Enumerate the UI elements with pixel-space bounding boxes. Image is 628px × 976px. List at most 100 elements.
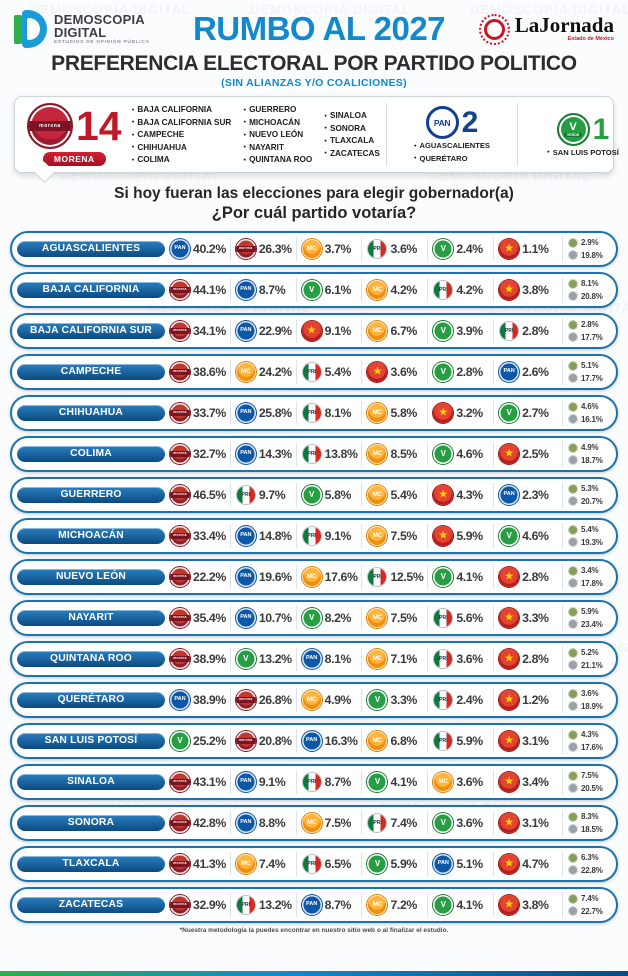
party-result: MC 5.8% bbox=[361, 401, 427, 425]
ninguno-percentage: 22.8% bbox=[581, 865, 603, 875]
minor-results: 4.6% 16.1% bbox=[562, 400, 609, 426]
party-percentage: 4.1% bbox=[390, 775, 417, 789]
party-result: PRI 8.1% bbox=[295, 401, 362, 425]
minor-result-line: 2.8% bbox=[568, 319, 609, 330]
state-row: NUEVO LEÓN morena 22.2% PAN 19.6% MC 17.6% PRI 1… bbox=[10, 559, 618, 595]
state-item: QUERÉTARO bbox=[414, 154, 490, 163]
party-percentage: 5.4% bbox=[390, 488, 417, 502]
party-results: V 25.2% morena 20.8% PAN 16.3% MC 6.8% PRI 5.9% ★ 3… bbox=[165, 725, 559, 757]
state-item: SAN LUIS POTOSÍ bbox=[547, 148, 619, 157]
mc-icon: MC bbox=[367, 280, 388, 300]
minor-results: 5.2% 21.1% bbox=[562, 646, 609, 672]
party-percentage: 4.6% bbox=[456, 447, 483, 461]
ninguno-icon bbox=[568, 455, 578, 466]
state-name-pill: MICHOACÁN bbox=[17, 527, 165, 545]
party-result: ★ 3.8% bbox=[493, 278, 559, 302]
party-result: V 4.1% bbox=[361, 770, 427, 794]
verde-icon: V bbox=[433, 567, 454, 587]
verde-icon: V bbox=[499, 403, 520, 423]
pt-icon: ★ bbox=[499, 239, 520, 259]
otro-icon bbox=[568, 237, 578, 248]
state-row: CHIHUAHUA morena 33.7% PAN 25.8% PRI 8.1% MC 5.8… bbox=[10, 395, 618, 431]
party-result: MC 7.1% bbox=[361, 647, 427, 671]
party-percentage: 38.9% bbox=[193, 652, 226, 666]
minor-result-line: 4.9% bbox=[568, 442, 609, 453]
state-row: TLAXCALA morena 41.3% MC 7.4% PRI 6.5% V 5.9% PAN… bbox=[10, 846, 618, 882]
otro-percentage: 5.9% bbox=[581, 607, 599, 617]
party-percentage: 12.5% bbox=[390, 570, 424, 584]
party-percentage: 2.8% bbox=[522, 570, 549, 584]
pri-icon: PRI bbox=[235, 485, 256, 505]
pt-icon: ★ bbox=[499, 772, 520, 792]
summary-groups: morena14MORENABAJA CALIFORNIABAJA CALIFO… bbox=[21, 103, 619, 166]
morena-icon: morena bbox=[170, 526, 190, 546]
party-result: ★ 9.1% bbox=[295, 319, 362, 343]
ninguno-percentage: 20.7% bbox=[581, 496, 603, 506]
minor-result-line: 17.7% bbox=[568, 332, 609, 343]
minor-results: 4.9% 18.7% bbox=[562, 441, 609, 467]
otro-percentage: 4.3% bbox=[581, 730, 599, 740]
state-item: MICHOACÁN bbox=[243, 118, 312, 127]
party-result: ★ 2.5% bbox=[493, 442, 559, 466]
party-result: PAN 8.7% bbox=[229, 278, 296, 302]
party-result: MC 4.9% bbox=[295, 688, 362, 712]
ninguno-icon bbox=[568, 250, 578, 261]
state-count-morena: 14 bbox=[76, 102, 122, 149]
party-result: V 4.1% bbox=[427, 565, 493, 589]
party-result: ★ 3.1% bbox=[493, 811, 559, 835]
party-result: PAN 5.1% bbox=[427, 852, 493, 876]
party-percentage: 9.7% bbox=[258, 488, 286, 502]
morena-icon: morena bbox=[170, 567, 190, 587]
lajornada-subtitle: Estado de México bbox=[567, 36, 614, 43]
party-results: morena 35.4% PAN 10.7% V 8.2% MC 7.5% PRI 5.6% ★ 3.… bbox=[165, 602, 559, 634]
ninguno-icon bbox=[568, 496, 578, 507]
party-percentage: 8.7% bbox=[258, 283, 286, 297]
minor-result-line: 21.1% bbox=[568, 660, 609, 671]
summary-group-morena: morena14MORENABAJA CALIFORNIABAJA CALIFO… bbox=[21, 103, 386, 166]
party-percentage: 3.6% bbox=[390, 242, 417, 256]
party-percentage: 19.6% bbox=[258, 570, 292, 584]
pri-icon: PRI bbox=[301, 854, 322, 874]
state-row: BAJA CALIFORNIA morena 44.1% PAN 8.7% V 6.1% MC… bbox=[10, 272, 618, 308]
party-result: V 2.8% bbox=[427, 360, 493, 384]
party-percentage: 4.6% bbox=[522, 529, 549, 543]
ninguno-percentage: 19.3% bbox=[581, 537, 603, 547]
pan-icon: PAN bbox=[235, 403, 256, 423]
party-result: ★ 3.6% bbox=[361, 360, 427, 384]
pan-icon: PAN bbox=[235, 321, 256, 341]
otro-icon bbox=[568, 770, 578, 781]
minor-result-line: 23.4% bbox=[568, 619, 609, 630]
party-percentage: 1.2% bbox=[522, 693, 549, 707]
pan-icon: PAN bbox=[235, 567, 256, 587]
verde-icon: V bbox=[301, 608, 322, 628]
minor-result-line: 16.1% bbox=[568, 414, 609, 425]
party-result: V 3.9% bbox=[427, 319, 493, 343]
pri-icon: PRI bbox=[301, 444, 322, 464]
state-row: GUERRERO morena 46.5% PRI 9.7% V 5.8% MC 5.4% ★ 4.… bbox=[10, 477, 618, 513]
summary-group-left: V VERDE 1 bbox=[556, 112, 609, 146]
ninguno-percentage: 17.7% bbox=[581, 373, 603, 383]
party-percentage: 3.1% bbox=[522, 816, 549, 830]
minor-result-line: 3.4% bbox=[568, 565, 609, 576]
otro-percentage: 3.4% bbox=[581, 566, 599, 576]
brand-tagline: ESTUDIOS DE OPINIÓN PÚBLICA bbox=[54, 39, 150, 45]
mc-icon: MC bbox=[367, 526, 388, 546]
party-results: morena 43.1% PAN 9.1% PRI 8.7% V 4.1% MC 3.6% ★ 3.4… bbox=[165, 766, 559, 798]
party-percentage: 10.7% bbox=[258, 611, 292, 625]
morena-icon: morena bbox=[170, 772, 190, 792]
party-result: ★ 4.3% bbox=[427, 483, 493, 507]
otro-icon bbox=[568, 606, 578, 617]
minor-result-line: 4.6% bbox=[568, 401, 609, 412]
party-result: MC 17.6% bbox=[295, 565, 362, 589]
pan-icon: PAN bbox=[235, 608, 256, 628]
section-subheading: (SIN ALIANZAS Y/O COALICIONES) bbox=[221, 77, 407, 89]
mc-icon: MC bbox=[301, 690, 322, 710]
minor-result-line: 5.2% bbox=[568, 647, 609, 658]
party-percentage: 2.7% bbox=[522, 406, 549, 420]
party-result: V 3.6% bbox=[427, 811, 493, 835]
party-percentage: 6.1% bbox=[324, 283, 352, 297]
party-result: morena 44.1% bbox=[165, 278, 230, 301]
party-percentage: 17.6% bbox=[324, 570, 358, 584]
party-percentage: 26.8% bbox=[258, 693, 292, 707]
mc-icon: MC bbox=[433, 772, 454, 792]
